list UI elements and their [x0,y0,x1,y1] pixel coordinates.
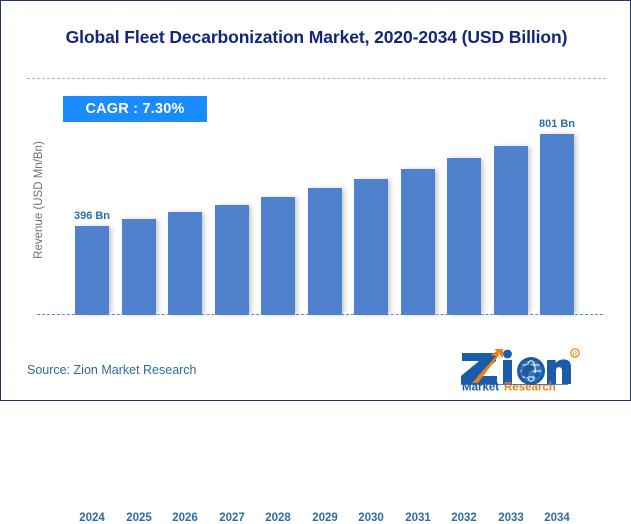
x-tick-2030: 2030 [358,512,384,524]
title-divider [27,78,606,79]
bar-group: 396 Bn 2024 2025 2026 2027 2028 2029 2030 2031 20… [74,118,590,524]
bar-2028[interactable] [261,197,295,315]
x-tick-2027: 2027 [219,512,245,524]
bar-2031[interactable] [401,169,435,315]
svg-text:Market: Market [462,382,499,392]
cagr-badge: CAGR : 7.30% [63,96,207,122]
bar-2027[interactable] [215,205,249,315]
cagr-badge-label: CAGR : 7.30% [85,101,185,117]
page-title: Global Fleet Decarbonization Market, 202… [65,27,568,47]
x-axis-line [37,314,603,315]
bar-2029[interactable] [308,188,342,315]
x-tick-2031: 2031 [405,512,431,524]
bar-2026[interactable] [168,212,202,315]
bar-2024[interactable] [75,226,109,315]
x-tick-2026: 2026 [172,512,198,524]
bar-2033[interactable] [494,146,528,315]
x-tick-2028: 2028 [265,512,291,524]
bar-2032[interactable] [447,158,481,315]
x-tick-2024: 2024 [79,512,105,524]
bar-2030[interactable] [354,179,388,315]
y-axis-title: Revenue (USD Mn/Bn) [33,141,45,259]
x-tick-2029: 2029 [312,512,338,524]
bar-2025[interactable] [122,219,156,315]
bar-value-label-2034: 801 Bn [538,118,576,130]
zion-market-research-logo: R Market Research [456,345,608,391]
x-tick-2032: 2032 [451,512,477,524]
svg-text:Research: Research [504,382,556,392]
source-note: Source: Zion Market Research [27,363,197,377]
svg-text:R: R [573,352,578,358]
bar-2034[interactable] [540,134,574,315]
x-tick-2033: 2033 [498,512,524,524]
x-tick-2025: 2025 [126,512,152,524]
bar-value-label-2024: 396 Bn [73,210,111,222]
x-tick-2034: 2034 [544,512,570,524]
